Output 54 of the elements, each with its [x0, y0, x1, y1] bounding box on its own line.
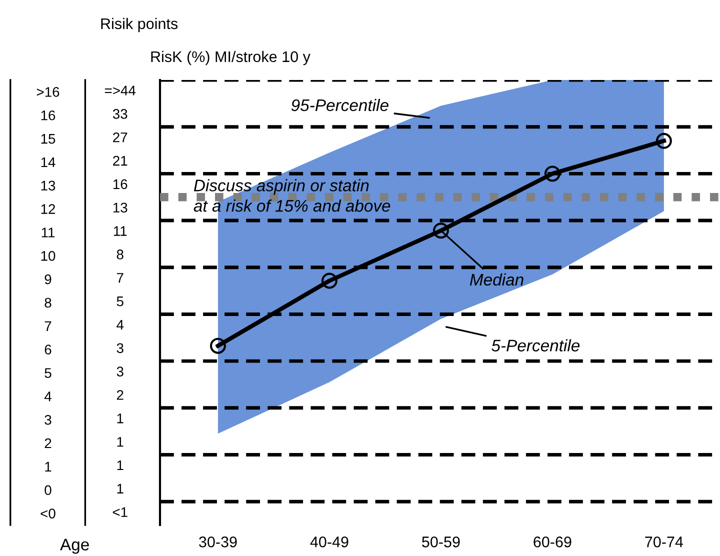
point: [656, 132, 672, 149]
x-tick-label: 50-59: [422, 536, 460, 548]
text: 16: [113, 179, 128, 190]
text: 2: [116, 390, 124, 400]
text: 5: [116, 296, 124, 306]
annotation: Median: [470, 273, 524, 286]
y-axis-title: Risik points: [101, 18, 178, 32]
text: =>44: [104, 86, 136, 96]
x-tick-label: 40-49: [310, 536, 348, 548]
text: 33: [112, 109, 128, 119]
text: 11: [114, 226, 127, 236]
y-tick-label: 6: [44, 344, 52, 355]
y-tick-label: 14: [41, 157, 56, 168]
y-tick-label: 11: [42, 228, 55, 238]
point: [321, 272, 338, 289]
y-tick-label: 2: [44, 438, 52, 448]
x-tick-label: 30-39: [199, 536, 237, 548]
text: 4: [116, 320, 124, 330]
x-tick-label: 70-74: [645, 536, 684, 548]
point: [432, 222, 449, 239]
x-axis-title: Age: [60, 538, 89, 554]
y-tick-label: 7: [44, 321, 52, 331]
y-tick-label: 10: [41, 250, 56, 261]
point: [544, 166, 560, 182]
point: [210, 338, 226, 354]
y-tick-label: 15: [41, 134, 56, 144]
y-tick-label: 8: [44, 298, 52, 308]
y-tick-label: 13: [41, 180, 56, 191]
text: 1: [117, 437, 124, 447]
y-tick-label: 16: [41, 110, 56, 120]
y-tick-label: 5: [44, 368, 52, 378]
y-tick-label: 9: [44, 274, 52, 284]
y-tick-label: 0: [44, 485, 52, 496]
text: 7: [116, 273, 124, 283]
text: 8: [116, 250, 124, 260]
text: 1: [117, 414, 124, 424]
y-tick-label: >16: [36, 87, 60, 97]
text: 27: [113, 132, 128, 142]
annotation: 95-Percentile: [291, 98, 388, 112]
y2-axis-title: RisK (%) MI/stroke 10 y: [151, 50, 310, 66]
text: 3: [116, 343, 124, 354]
y-tick-label: 12: [41, 204, 56, 214]
y-tick-label: <0: [40, 508, 56, 518]
y-tick-label: 3: [44, 414, 52, 425]
text: 3: [116, 366, 124, 376]
annotation: 5-Percentile: [492, 339, 580, 352]
y-tick-label: 1: [45, 462, 52, 472]
text: 21: [113, 156, 128, 166]
x-tick-label: 60-69: [534, 536, 572, 548]
text: <1: [112, 507, 128, 517]
text: 1: [117, 460, 124, 470]
text: 13: [113, 202, 128, 213]
y-tick-label: 4: [44, 392, 52, 402]
text: 1: [117, 484, 124, 494]
